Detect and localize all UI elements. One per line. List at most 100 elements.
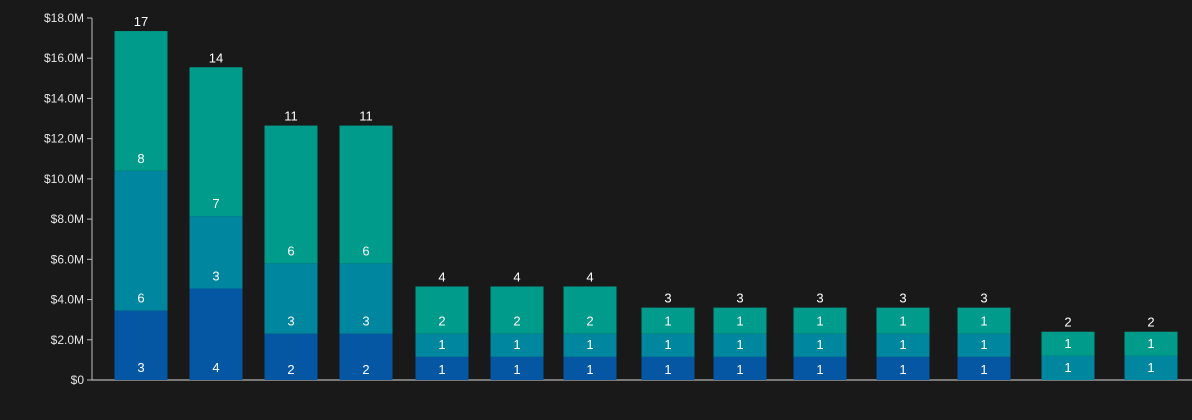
bar-2-segment-2-label: 6 xyxy=(287,243,294,258)
bar-6-segment-1 xyxy=(563,333,617,357)
bar-2-segment-0-label: 2 xyxy=(287,362,294,377)
bar-3-segment-2-label: 6 xyxy=(362,243,369,258)
y-tick-label-8: $16.0M xyxy=(44,51,84,65)
bar-4-segment-0-label: 1 xyxy=(438,362,445,377)
bar-8-segment-1-label: 1 xyxy=(736,337,743,352)
bar-12-segment-1-label: 1 xyxy=(1064,360,1071,375)
bar-1-segment-2-label: 7 xyxy=(212,196,219,211)
bar-8-segment-1 xyxy=(713,333,767,357)
bar-11-segment-2-label: 1 xyxy=(980,314,987,329)
bar-11-segment-1 xyxy=(957,333,1011,357)
bar-6-segment-0-label: 1 xyxy=(586,362,593,377)
bar-8-total-label: 3 xyxy=(736,291,743,306)
bar-10-segment-1-label: 1 xyxy=(899,337,906,352)
bar-9-segment-1 xyxy=(793,333,847,357)
bar-4-segment-1-label: 1 xyxy=(438,337,445,352)
y-tick-label-0: $0 xyxy=(71,373,85,387)
bars-group: 3681743714236112361111241124112411131113… xyxy=(114,14,1178,380)
bar-8-segment-2-label: 1 xyxy=(736,314,743,329)
bar-7-segment-1 xyxy=(641,333,695,357)
bar-11-segment-0-label: 1 xyxy=(980,362,987,377)
y-axis: $0 $2.0M $4.0M $6.0M $8.0M $10.0M $12.0M $14.0M… xyxy=(44,11,93,387)
bar-10-segment-2 xyxy=(876,307,930,334)
bar-8-segment-0-label: 1 xyxy=(736,362,743,377)
bar-10-segment-0-label: 1 xyxy=(899,362,906,377)
bar-9-segment-2-label: 1 xyxy=(816,314,823,329)
y-tick-label-7: $14.0M xyxy=(44,91,84,105)
bar-2-segment-1-label: 3 xyxy=(287,314,294,329)
bar-5-segment-1 xyxy=(490,333,544,357)
y-tick-label-9: $18.0M xyxy=(44,11,84,25)
y-tick-label-5: $10.0M xyxy=(44,172,84,186)
y-tick-label-1: $2.0M xyxy=(51,333,84,347)
bar-11-segment-0 xyxy=(957,356,1011,380)
y-tick-label-6: $12.0M xyxy=(44,132,84,146)
bar-0-segment-2 xyxy=(114,31,168,171)
bar-8-segment-2 xyxy=(713,307,767,334)
bar-4-segment-2-label: 2 xyxy=(438,314,445,329)
bar-5-total-label: 4 xyxy=(513,269,520,284)
bar-13-segment-1 xyxy=(1124,355,1178,380)
bar-7-segment-2 xyxy=(641,307,695,334)
bar-10-segment-1 xyxy=(876,333,930,357)
y-tick-label-4: $8.0M xyxy=(51,212,84,226)
bar-1-segment-2 xyxy=(189,67,243,217)
y-tick-label-2: $4.0M xyxy=(51,293,84,307)
bar-6-segment-2 xyxy=(563,286,617,334)
bar-0-total-label: 17 xyxy=(134,14,148,29)
bar-2-segment-1 xyxy=(264,263,318,334)
bar-0-segment-0 xyxy=(114,310,168,380)
bar-1-segment-1 xyxy=(189,216,243,289)
bar-11-segment-1-label: 1 xyxy=(980,337,987,352)
bar-2-total-label: 11 xyxy=(284,109,298,124)
bar-9-segment-0 xyxy=(793,356,847,380)
bar-10-total-label: 3 xyxy=(899,291,906,306)
bar-4-segment-1 xyxy=(415,333,469,357)
bar-11-total-label: 3 xyxy=(980,291,987,306)
bar-7-segment-0-label: 1 xyxy=(664,362,671,377)
bar-5-segment-0 xyxy=(490,356,544,380)
bar-12-segment-1 xyxy=(1041,355,1095,380)
bar-2-segment-2 xyxy=(264,125,318,264)
bar-5-segment-0-label: 1 xyxy=(513,362,520,377)
bar-1-segment-0 xyxy=(189,288,243,380)
bar-9-total-label: 3 xyxy=(816,291,823,306)
bar-4-total-label: 4 xyxy=(438,269,445,284)
bar-3-segment-0 xyxy=(339,333,393,380)
bar-9-segment-1-label: 1 xyxy=(816,337,823,352)
bar-0-segment-1 xyxy=(114,170,168,311)
bar-9-segment-2 xyxy=(793,307,847,334)
bar-3-segment-0-label: 2 xyxy=(362,362,369,377)
bar-6-total-label: 4 xyxy=(586,269,593,284)
bar-0-segment-2-label: 8 xyxy=(137,151,144,166)
bar-4-segment-0 xyxy=(415,356,469,380)
bar-8-segment-0 xyxy=(713,356,767,380)
bar-7-segment-1-label: 1 xyxy=(664,337,671,352)
bar-13-segment-2-label: 1 xyxy=(1147,336,1154,351)
bar-5-segment-1-label: 1 xyxy=(513,337,520,352)
bar-3-segment-1 xyxy=(339,263,393,334)
bar-13-segment-2 xyxy=(1124,331,1178,356)
bar-6-segment-0 xyxy=(563,356,617,380)
bar-0-segment-1-label: 6 xyxy=(137,291,144,306)
bar-10-segment-0 xyxy=(876,356,930,380)
bar-13-total-label: 2 xyxy=(1147,315,1154,330)
bar-3-segment-1-label: 3 xyxy=(362,314,369,329)
bar-1-segment-0-label: 4 xyxy=(212,360,219,375)
y-tick-label-3: $6.0M xyxy=(51,252,84,266)
bar-12-segment-2-label: 1 xyxy=(1064,336,1071,351)
bar-13-segment-1-label: 1 xyxy=(1147,360,1154,375)
bar-12-total-label: 2 xyxy=(1064,315,1071,330)
bar-5-segment-2 xyxy=(490,286,544,334)
bar-0-segment-0-label: 3 xyxy=(137,360,144,375)
bar-1-total-label: 14 xyxy=(209,50,223,65)
bar-7-segment-0 xyxy=(641,356,695,380)
bar-2-segment-0 xyxy=(264,333,318,380)
bar-4-segment-2 xyxy=(415,286,469,334)
bar-6-segment-1-label: 1 xyxy=(586,337,593,352)
bar-3-total-label: 11 xyxy=(359,109,373,124)
bar-12-segment-2 xyxy=(1041,331,1095,356)
bar-7-total-label: 3 xyxy=(664,291,671,306)
